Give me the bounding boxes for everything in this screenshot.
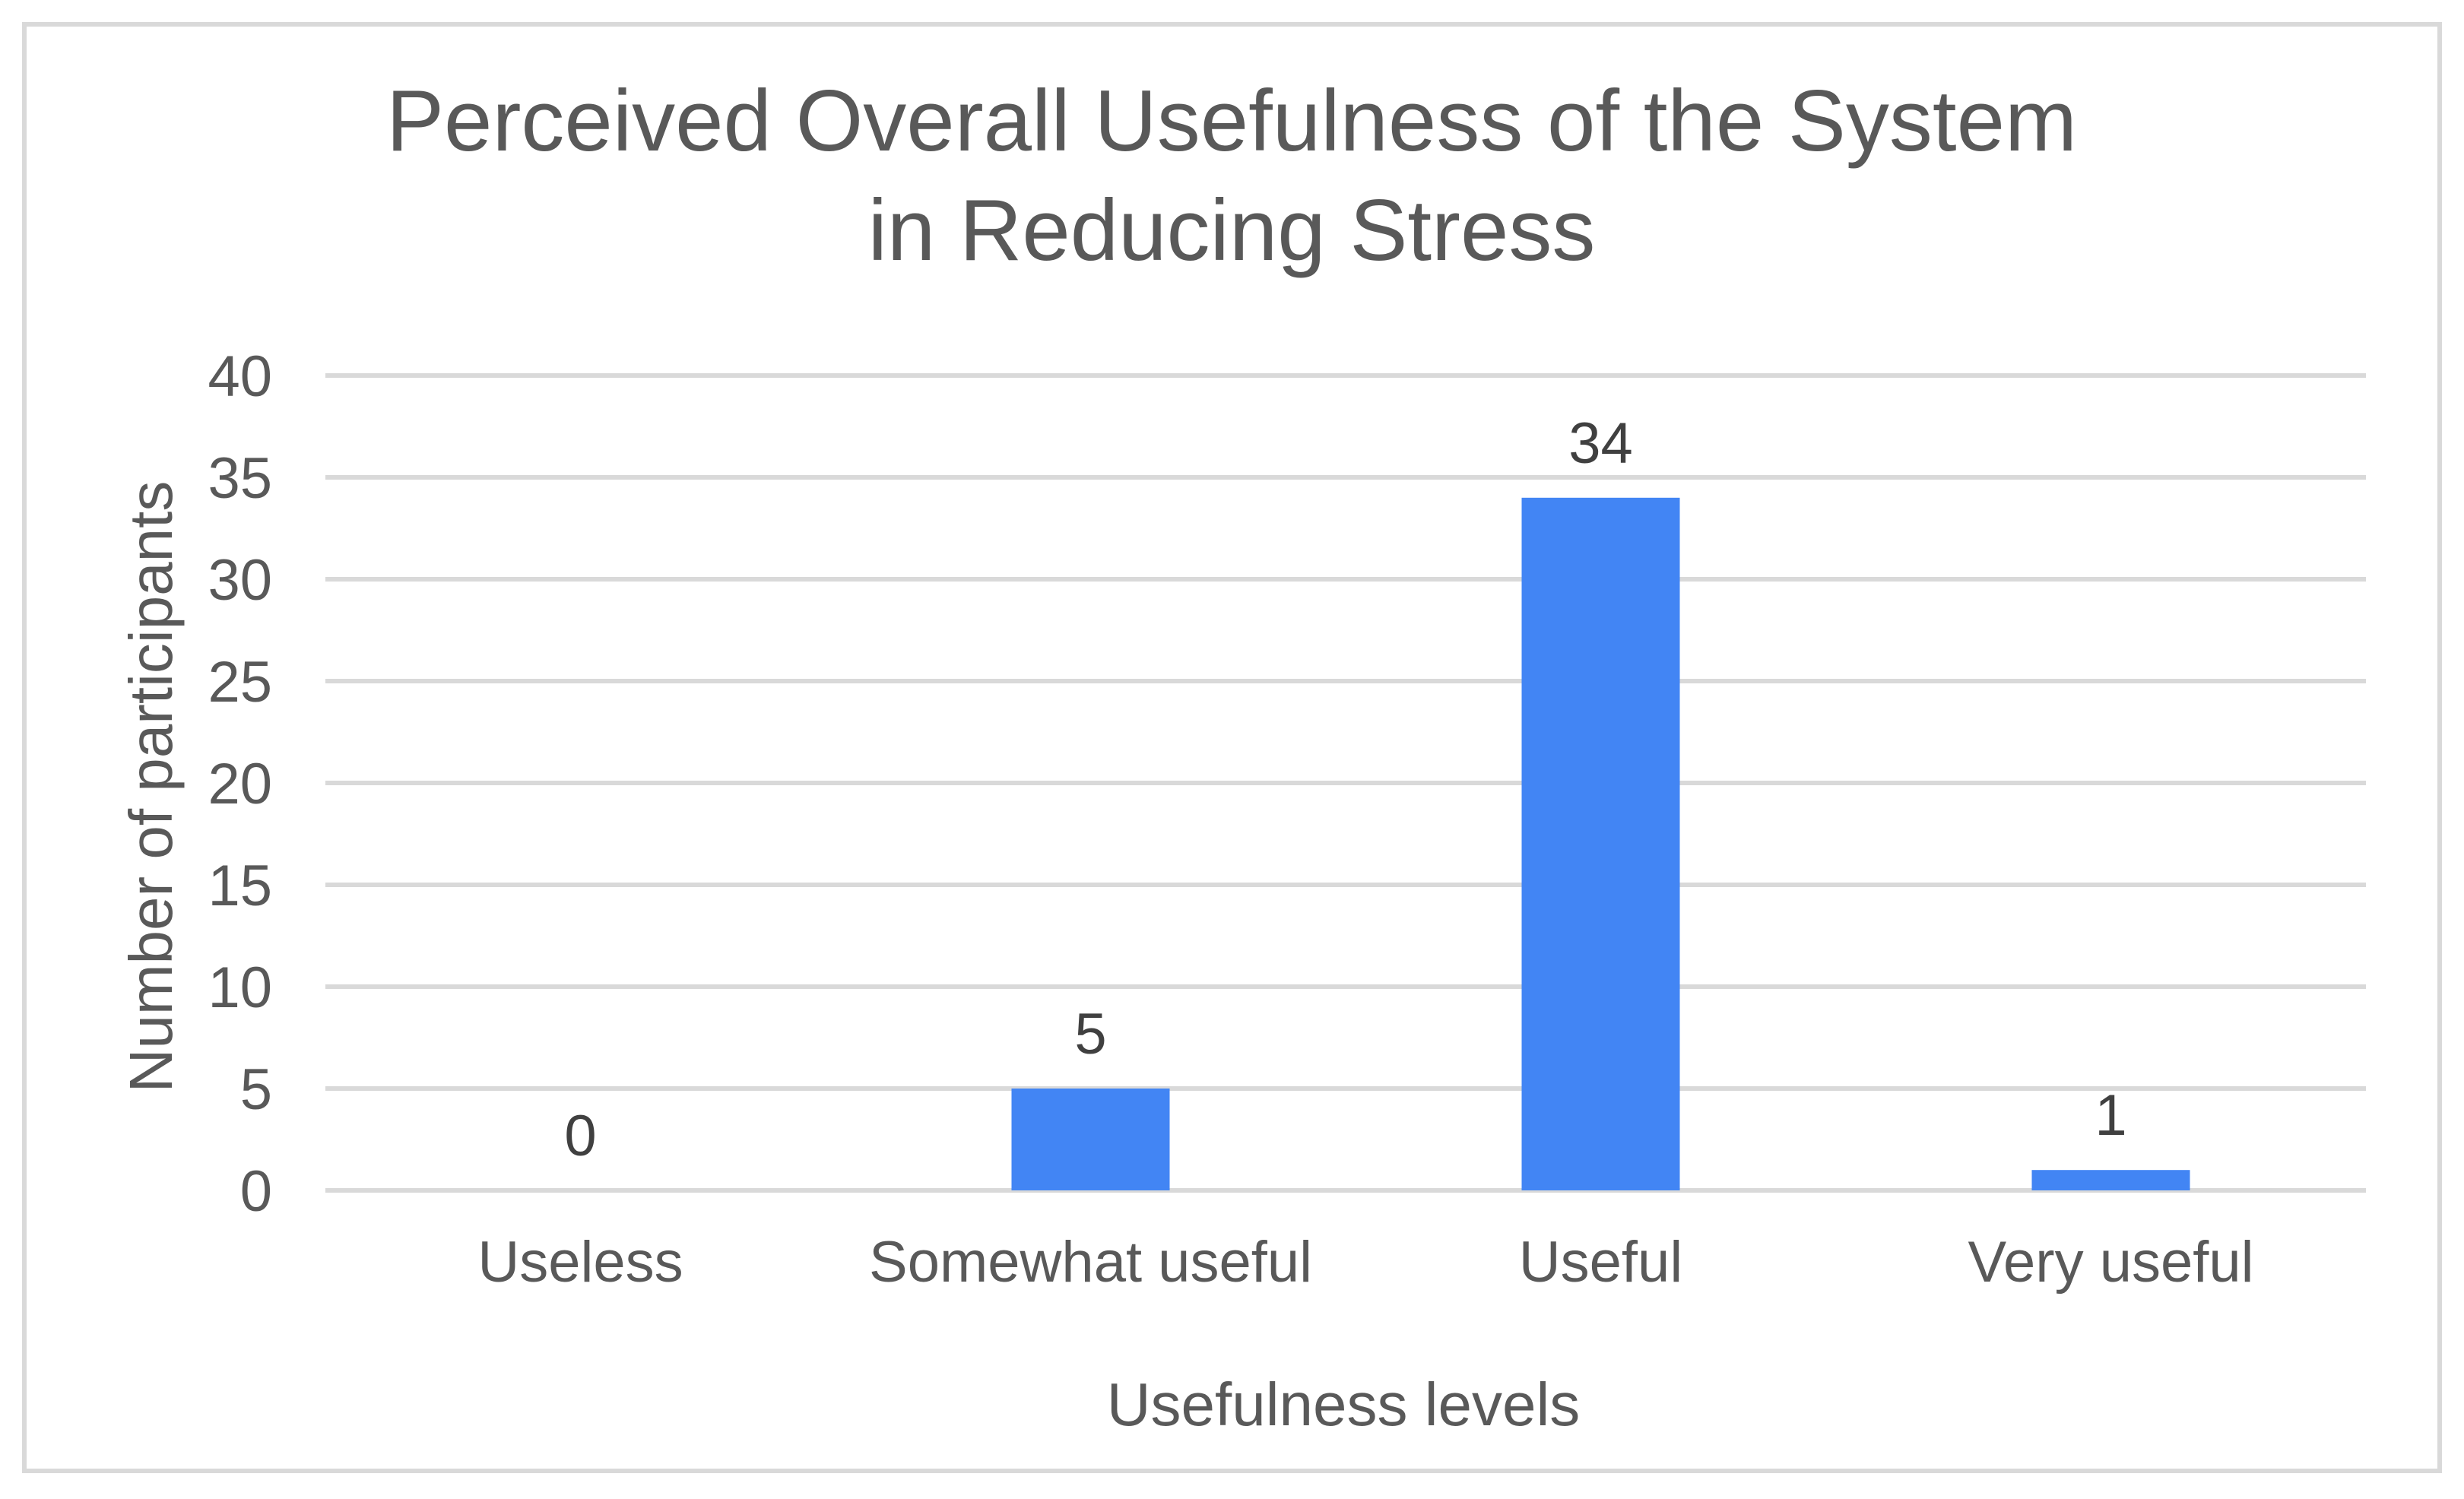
chart-title-line-1: Perceived Overall Usefulness of the Syst… — [386, 73, 2077, 170]
bar-somewhat-useful — [1011, 1089, 1170, 1190]
gridlines — [325, 373, 2366, 1193]
data-label: 1 — [2095, 1083, 2126, 1148]
x-axis-ticks: Useless Somewhat useful Useful Very useful — [477, 1230, 2253, 1295]
chart-frame — [22, 22, 2442, 1473]
x-tick-label: Very useful — [1968, 1230, 2254, 1295]
y-axis-title: Number of participants — [117, 481, 185, 1093]
x-tick-label: Useful — [1519, 1230, 1682, 1295]
y-tick-label: 25 — [208, 650, 272, 715]
data-label: 34 — [1568, 411, 1633, 476]
y-tick-label: 40 — [208, 344, 272, 409]
data-labels: 0 5 34 1 — [564, 411, 2126, 1168]
y-tick-label: 20 — [208, 752, 272, 816]
x-tick-label: Useless — [477, 1230, 683, 1295]
bar-very-useful — [2031, 1170, 2190, 1190]
chart-title-line-2: in Reducing Stress — [868, 182, 1596, 279]
y-tick-label: 15 — [208, 854, 272, 918]
y-tick-label: 30 — [208, 548, 272, 613]
y-tick-label: 10 — [208, 955, 272, 1020]
y-axis-ticks: 0 5 10 15 20 25 30 35 40 — [208, 344, 272, 1224]
data-label: 5 — [1074, 1002, 1106, 1066]
bar-useful — [1521, 497, 1680, 1190]
bars — [1011, 497, 2190, 1190]
y-tick-label: 35 — [208, 446, 272, 511]
y-tick-label: 5 — [240, 1057, 272, 1122]
x-axis-title: Usefulness levels — [1107, 1371, 1581, 1438]
y-tick-label: 0 — [240, 1159, 272, 1224]
data-label: 0 — [564, 1104, 596, 1168]
x-tick-label: Somewhat useful — [869, 1230, 1312, 1295]
